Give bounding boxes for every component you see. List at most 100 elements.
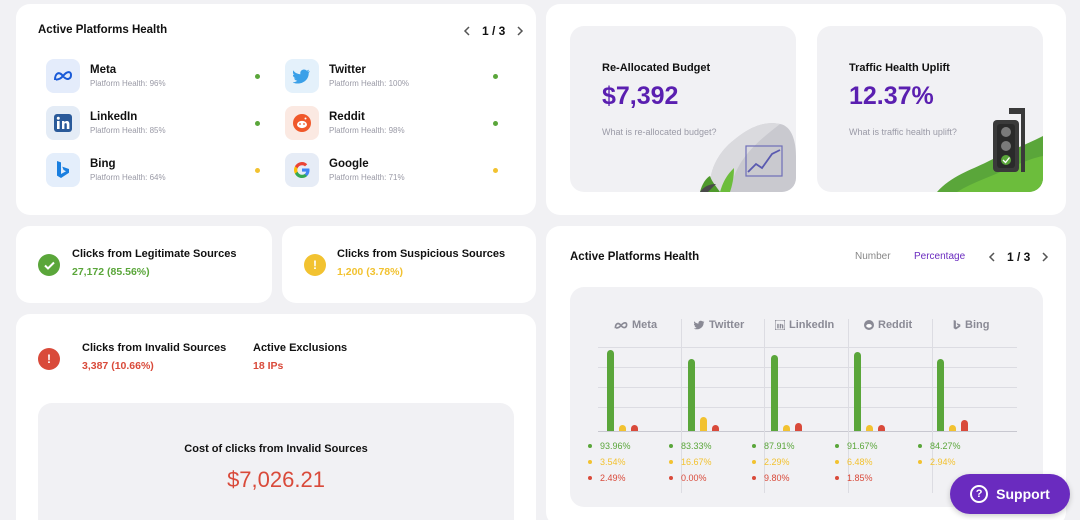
cost-value: $7,026.21 (227, 467, 325, 492)
data-label: 2.49% (588, 473, 626, 483)
platforms-pager: 1 / 3 (462, 24, 525, 38)
data-label-text: 91.67% (847, 441, 878, 451)
platform-name: Twitter (329, 64, 366, 76)
invalid-title: Clicks from Invalid Sources (82, 342, 227, 354)
invalid-value: 3,387 (10.66%) (82, 360, 154, 372)
legend-dot (669, 460, 673, 464)
bar-bing-1 (948, 425, 956, 431)
data-label: 9.80% (752, 473, 790, 483)
legend-dot (669, 476, 673, 480)
tiles-card: Re-Allocated Budget $7,392 What is re-al… (546, 4, 1066, 215)
data-label: 2.29% (752, 457, 790, 467)
exclusions-title: Active Exclusions (253, 342, 348, 354)
bar-linkedin-2 (794, 422, 802, 431)
bar-twitter-2 (711, 425, 719, 431)
platform-name: LinkedIn (90, 111, 138, 123)
platform-item-bing[interactable]: Bing Platform Health: 64% (46, 153, 166, 187)
data-label: 84.27% (918, 441, 961, 451)
platform-item-reddit[interactable]: Reddit Platform Health: 98% (285, 106, 405, 140)
data-label-text: 83.33% (681, 441, 712, 451)
platform-health: Platform Health: 96% (90, 79, 166, 88)
data-label: 1.85% (835, 473, 873, 483)
platform-item-linkedin[interactable]: LinkedIn Platform Health: 85% (46, 106, 166, 140)
data-label: 93.96% (588, 441, 631, 451)
platform-name: Google (329, 158, 369, 170)
data-label: 87.91% (752, 441, 795, 451)
gridline (598, 387, 1017, 388)
check-icon (38, 254, 60, 276)
platform-health: Platform Health: 98% (329, 126, 405, 135)
traffic-light-illustration (937, 108, 1043, 192)
legend-dot (835, 444, 839, 448)
platform-name: Meta (90, 64, 117, 76)
bar-reddit-2 (877, 425, 885, 431)
platform-health: Platform Health: 85% (90, 126, 166, 135)
traffic-tile[interactable]: Traffic Health Uplift 12.37% What is tra… (817, 26, 1043, 192)
traffic-title: Traffic Health Uplift (849, 62, 950, 74)
category-label: Meta (632, 319, 658, 331)
data-label-text: 3.54% (600, 457, 626, 467)
column-divider (932, 319, 933, 493)
traffic-value: 12.37% (849, 82, 934, 110)
platform-name: Reddit (329, 111, 365, 123)
platform-item-meta[interactable]: Meta Platform Health: 96% (46, 59, 166, 93)
support-button[interactable]: ? Support (950, 474, 1070, 514)
budget-question[interactable]: What is re-allocated budget? (602, 127, 717, 137)
legend-dot (752, 460, 756, 464)
bing-icon (46, 153, 80, 187)
status-dot (493, 168, 498, 173)
platform-health: Platform Health: 71% (329, 173, 405, 182)
platforms-health-card: Active Platforms Health 1 / 3 Meta Platf… (16, 4, 536, 215)
tab-percentage[interactable]: Percentage (914, 251, 966, 262)
chevron-left-icon[interactable] (987, 251, 997, 263)
column-divider (681, 319, 682, 493)
status-dot (493, 121, 498, 126)
chevron-right-icon[interactable] (1040, 251, 1050, 263)
platform-name: Bing (90, 158, 116, 170)
data-label-text: 6.48% (847, 457, 873, 467)
traffic-question[interactable]: What is traffic health uplift? (849, 127, 957, 137)
support-label: Support (996, 486, 1050, 502)
data-label-text: 1.85% (847, 473, 873, 483)
budget-tile[interactable]: Re-Allocated Budget $7,392 What is re-al… (570, 26, 796, 192)
bar-meta-0 (606, 350, 614, 431)
reddit-icon (285, 106, 319, 140)
pager-label: 1 / 3 (482, 24, 506, 38)
data-label-text: 2.49% (600, 473, 626, 483)
platform-item-google[interactable]: Google Platform Health: 71% (285, 153, 405, 187)
budget-title: Re-Allocated Budget (602, 62, 711, 74)
legit-sources-card: Clicks from Legitimate Sources 27,172 (8… (16, 226, 272, 303)
chart-pager: 1 / 3 (987, 250, 1050, 264)
data-label: 16.67% (669, 457, 712, 467)
chevron-right-icon[interactable] (515, 25, 525, 37)
platform-item-twitter[interactable]: Twitter Platform Health: 100% (285, 59, 409, 93)
chevron-left-icon[interactable] (462, 25, 472, 37)
bar-meta-2 (630, 425, 638, 431)
data-label-text: 2.94% (930, 457, 956, 467)
platform-health: Platform Health: 100% (329, 79, 410, 88)
data-label-text: 84.27% (930, 441, 961, 451)
error-icon: ! (38, 348, 60, 370)
help-icon: ? (970, 485, 989, 503)
column-divider (848, 319, 849, 493)
legend-dot (588, 476, 592, 480)
tab-number[interactable]: Number (855, 251, 891, 262)
suspicious-title: Clicks from Suspicious Sources (337, 248, 506, 260)
meta-icon (46, 59, 80, 93)
column-header-bing: Bing (953, 319, 989, 331)
data-label: 0.00% (669, 473, 707, 483)
data-label-text: 2.29% (764, 457, 790, 467)
reddit-icon (864, 320, 874, 330)
meta-icon (614, 321, 628, 329)
warning-icon: ! (304, 254, 326, 276)
exclusions-value: 18 IPs (253, 360, 284, 372)
legend-dot (588, 444, 592, 448)
platforms-chart-card: Active Platforms Health Number Percentag… (546, 226, 1066, 520)
invalid-sources-card: ! Clicks from Invalid Sources 3,387 (10.… (16, 314, 536, 520)
rock-chart-illustration (700, 123, 796, 192)
linkedin-icon (46, 106, 80, 140)
linkedin-icon (775, 320, 785, 330)
legit-title: Clicks from Legitimate Sources (72, 248, 237, 260)
status-dot (255, 121, 260, 126)
google-icon (285, 153, 319, 187)
